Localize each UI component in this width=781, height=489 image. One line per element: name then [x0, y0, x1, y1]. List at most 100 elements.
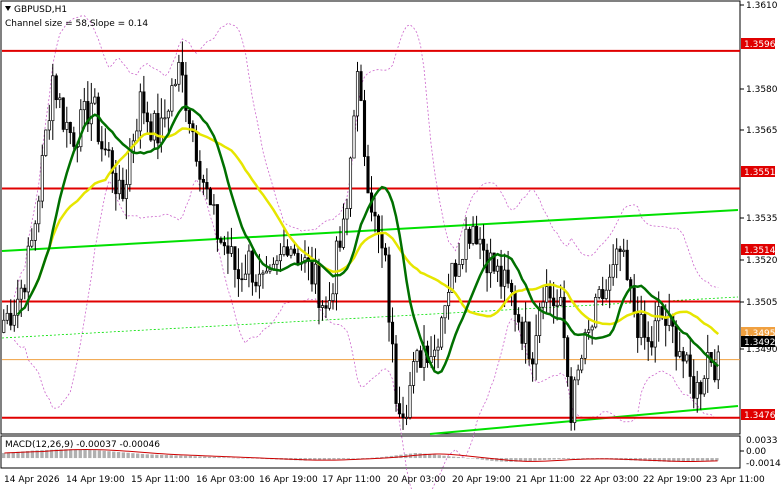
macd-histogram-bar	[169, 455, 173, 459]
candle-body	[107, 149, 111, 151]
channel-info: Channel size = 58,Slope = 0.14	[5, 19, 148, 29]
candle-body	[58, 97, 62, 101]
macd-histogram-bar	[217, 457, 221, 459]
candle-body	[187, 110, 191, 125]
macd-histogram-bar	[490, 458, 494, 461]
time-label: 14 Apr 19:00	[66, 475, 125, 485]
macd-histogram-bar	[236, 457, 240, 459]
candle-body	[625, 249, 629, 280]
price-tick: 1.3565	[746, 126, 778, 136]
macd-histogram-bar	[547, 458, 552, 460]
candle-body	[559, 296, 563, 306]
macd-histogram-bar	[384, 456, 389, 459]
macd-histogram-bar	[552, 458, 556, 460]
candle-body	[632, 287, 636, 314]
candle-body	[513, 291, 517, 315]
candle-body	[208, 188, 212, 206]
macd-histogram-bar	[691, 458, 695, 461]
candle-body	[587, 329, 591, 333]
macd-histogram-bar	[112, 451, 116, 459]
candle-body	[166, 110, 170, 119]
candle-body	[320, 305, 325, 308]
macd-histogram-bar	[710, 458, 714, 461]
macd-histogram-bar	[140, 453, 145, 459]
candle-body	[9, 312, 13, 326]
candle-body	[657, 306, 661, 322]
macd-histogram-bar	[155, 454, 159, 459]
candle-body	[355, 71, 360, 117]
candle-body	[296, 252, 300, 265]
candle-body	[205, 182, 209, 190]
candle-body	[601, 289, 605, 300]
candle-body	[468, 228, 472, 244]
candle-body	[72, 132, 76, 147]
macd-histogram-bar	[437, 455, 441, 459]
candle-body	[506, 269, 510, 284]
macd-histogram-bar	[203, 456, 207, 459]
macd-histogram-bar	[705, 458, 709, 461]
macd-histogram-bar	[16, 451, 20, 459]
macd-histogram-bar	[389, 455, 394, 459]
macd-histogram-bar	[2, 452, 6, 459]
macd-histogram-bar	[45, 449, 49, 459]
candle-body	[573, 379, 577, 424]
candle-body	[142, 91, 146, 114]
macd-histogram-bar	[92, 450, 97, 459]
price-tick: 1.3520	[746, 256, 778, 266]
macd-histogram-bar	[250, 458, 255, 459]
candle-body	[695, 382, 699, 399]
macd-histogram-bar	[648, 458, 652, 462]
macd-histogram-bar	[681, 458, 686, 462]
candle-body	[447, 291, 451, 307]
macd-histogram-bar	[432, 454, 437, 459]
candle-body	[674, 325, 678, 357]
candle-body	[334, 240, 339, 295]
candle-body	[545, 286, 549, 303]
macd-histogram-bar	[64, 449, 68, 459]
macd-histogram-bar	[183, 455, 188, 459]
macd-histogram-bar	[35, 450, 39, 459]
macd-pane[interactable]	[0, 435, 741, 469]
macd-histogram-bar	[179, 455, 183, 459]
macd-histogram-bar	[136, 453, 140, 459]
candle-body	[373, 211, 377, 217]
candle-body	[282, 246, 286, 255]
level-tag-label: 1.3596	[744, 40, 776, 50]
symbol-title: GBPUSD,H1	[14, 5, 67, 15]
candle-body	[685, 354, 689, 362]
macd-histogram-bar	[485, 458, 489, 461]
candle-body	[411, 361, 416, 386]
macd-histogram-bar	[528, 458, 532, 461]
candle-body	[124, 184, 128, 199]
macd-histogram-bar	[121, 452, 126, 459]
macd-histogram-bar	[576, 458, 580, 459]
candle-body	[152, 113, 156, 141]
candle-body	[352, 115, 356, 159]
macd-histogram-bar	[700, 458, 705, 461]
candle-body	[54, 75, 58, 101]
macd-histogram-bar	[652, 458, 657, 462]
candle-body	[12, 314, 16, 326]
candle-body	[250, 250, 254, 283]
candle-body	[184, 74, 188, 111]
time-label: 23 Apr 11:00	[706, 475, 765, 485]
candle-body	[464, 228, 468, 260]
candle-body	[201, 178, 205, 183]
price-pane[interactable]	[0, 0, 741, 435]
candle-body	[404, 417, 409, 419]
macd-histogram-bar	[164, 455, 169, 459]
macd-histogram-bar	[686, 458, 690, 462]
candle-body	[117, 179, 121, 195]
macd-histogram-bar	[456, 457, 461, 459]
candle-body	[461, 259, 465, 265]
bollinger-upper	[13, 15, 719, 298]
macd-histogram-bar	[557, 458, 561, 460]
candle-body	[26, 245, 30, 293]
triangle-down-icon[interactable]	[5, 6, 11, 11]
candle-body	[103, 148, 107, 151]
candle-body	[23, 287, 27, 293]
candle-body	[292, 248, 297, 254]
candle-body	[180, 62, 184, 76]
